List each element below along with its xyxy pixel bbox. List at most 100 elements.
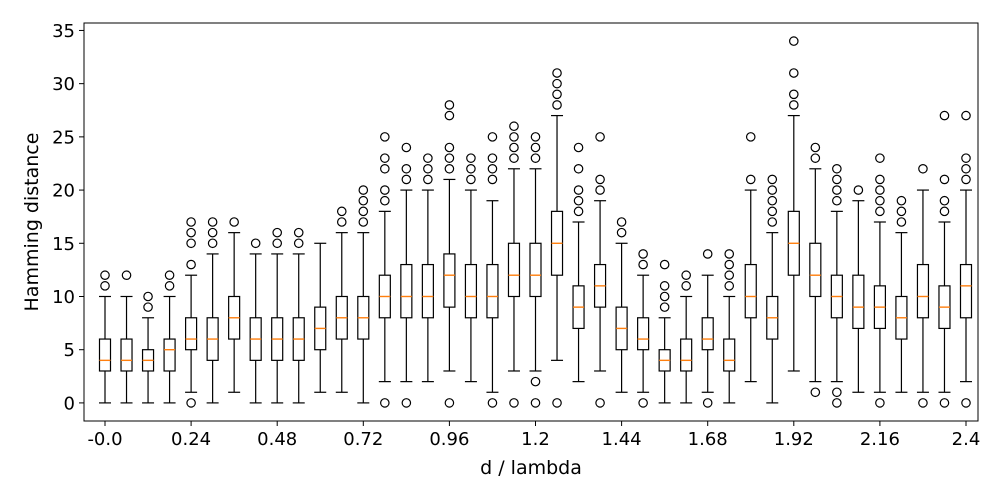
y-tick-label: 5 <box>64 340 75 361</box>
x-tick-label: 1.44 <box>602 429 642 450</box>
y-tick-label: 25 <box>52 127 75 148</box>
outlier-point <box>832 163 842 174</box>
outlier-point <box>573 185 584 195</box>
box-iqr <box>723 338 736 372</box>
outlier-point <box>638 398 648 408</box>
outlier-point <box>745 132 756 142</box>
box-iqr <box>443 253 456 308</box>
box-plot-item <box>335 206 348 393</box>
box-iqr <box>120 338 133 372</box>
outlier-point <box>659 281 670 291</box>
outlier-point <box>552 78 562 89</box>
outlier-point <box>487 174 498 185</box>
outlier-point <box>100 270 110 281</box>
outlier-point <box>896 206 907 217</box>
box-plot-item <box>637 249 650 408</box>
outlier-point <box>100 281 110 291</box>
outlier-point <box>853 185 864 195</box>
outlier-point <box>918 163 928 174</box>
box-iqr <box>486 263 499 319</box>
x-tick-label: 2.4 <box>952 429 981 450</box>
outlier-point <box>164 270 175 281</box>
x-tick-label: 0.72 <box>343 429 383 450</box>
y-tick-label: 0 <box>64 393 75 414</box>
outlier-point <box>939 206 950 217</box>
outlier-point <box>875 398 885 408</box>
outlier-point <box>767 195 778 206</box>
box-plot-item <box>314 242 327 393</box>
outlier-point <box>207 227 218 238</box>
y-tick-label: 20 <box>52 181 75 202</box>
box-iqr <box>701 317 714 351</box>
outlier-point <box>444 142 455 153</box>
outlier-point <box>250 238 261 249</box>
box-plot-item <box>378 132 391 408</box>
outlier-point <box>293 238 304 249</box>
x-axis-ticks: -0.0 0.24 0.48 0.72 0.96 1.2 1.44 1.68 1.92 2.16 2… <box>87 421 980 450</box>
x-axis-label: d / lambda <box>480 457 582 479</box>
box-plot-item <box>701 249 714 408</box>
box-plot-item <box>443 100 456 408</box>
outlier-point <box>832 387 842 398</box>
outlier-point <box>552 68 562 78</box>
box-plot-item <box>895 195 908 393</box>
outlier-point <box>659 291 670 302</box>
box-plot-item <box>873 153 887 408</box>
x-tick-label: 0.24 <box>171 429 211 450</box>
outlier-point <box>358 206 369 217</box>
outlier-point <box>573 206 584 217</box>
outlier-point <box>832 174 842 185</box>
outlier-point <box>918 398 928 408</box>
x-tick-label: 0.48 <box>257 429 297 450</box>
outlier-point <box>638 259 648 270</box>
outlier-point <box>509 398 519 408</box>
outlier-point <box>681 270 691 281</box>
outlier-point <box>961 163 971 174</box>
box-iqr <box>185 317 198 351</box>
box-iqr <box>916 263 930 319</box>
outlier-point <box>293 227 304 238</box>
outlier-point <box>896 195 907 206</box>
outlier-point <box>444 163 455 174</box>
outlier-point <box>401 174 412 185</box>
outlier-point <box>186 217 196 227</box>
outlier-point <box>939 174 950 185</box>
outlier-point <box>810 387 821 398</box>
outlier-point <box>186 227 196 238</box>
box-plot-item <box>550 68 564 408</box>
outlier-point <box>724 270 735 281</box>
outlier-point <box>186 259 196 270</box>
x-tick-label: 1.92 <box>774 429 814 450</box>
outlier-point <box>272 238 282 249</box>
outlier-point <box>509 132 519 142</box>
box-plot-item <box>959 110 973 408</box>
box-plot-item <box>292 227 305 404</box>
y-tick-label: 10 <box>52 287 75 308</box>
y-tick-label: 15 <box>52 234 75 255</box>
box-plot-item <box>228 217 241 393</box>
outlier-point <box>509 142 519 153</box>
outlier-point <box>423 153 433 163</box>
outlier-point <box>832 185 842 195</box>
outlier-point <box>616 217 627 227</box>
outlier-point <box>702 398 713 408</box>
outlier-point <box>961 153 971 163</box>
outlier-point <box>616 227 627 238</box>
outlier-point <box>380 195 390 206</box>
box-plot-item <box>357 185 370 404</box>
outlier-point <box>423 163 433 174</box>
outlier-point <box>595 174 605 185</box>
box-plot-item <box>787 36 800 372</box>
outlier-point <box>444 153 455 163</box>
box-plot-item <box>572 142 585 383</box>
box-plot-item <box>271 227 284 404</box>
x-tick-label: 1.68 <box>688 429 728 450</box>
outlier-point <box>380 153 390 163</box>
box-iqr <box>98 338 112 372</box>
outlier-point <box>444 110 455 121</box>
outlier-point <box>186 238 196 249</box>
outlier-point <box>552 89 562 100</box>
box-plot-item <box>529 132 542 408</box>
box-plot-item <box>249 238 262 404</box>
outlier-point <box>659 302 670 312</box>
